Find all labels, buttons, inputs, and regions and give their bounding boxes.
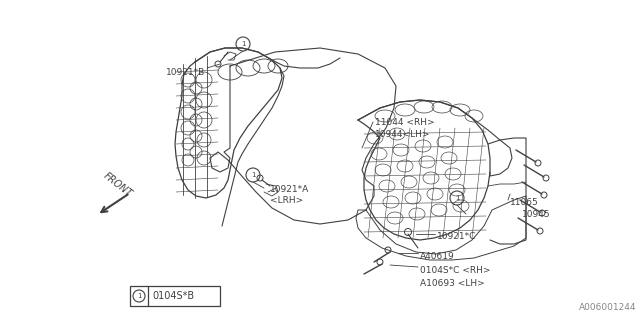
Text: FRONT: FRONT bbox=[102, 171, 134, 199]
Text: A006001244: A006001244 bbox=[579, 303, 636, 312]
Text: 10944<LH>: 10944<LH> bbox=[375, 130, 431, 139]
Text: 10945: 10945 bbox=[522, 210, 550, 219]
Text: 11065: 11065 bbox=[510, 198, 539, 207]
Text: 10921*A: 10921*A bbox=[270, 185, 309, 194]
Bar bbox=[130, 286, 220, 306]
Text: <LRH>: <LRH> bbox=[270, 196, 303, 205]
Text: 0104S*B: 0104S*B bbox=[152, 291, 194, 301]
Text: A10693 <LH>: A10693 <LH> bbox=[420, 279, 484, 288]
Text: A40619: A40619 bbox=[420, 252, 455, 261]
Text: 1: 1 bbox=[241, 41, 245, 47]
Text: 11044 <RH>: 11044 <RH> bbox=[375, 118, 435, 127]
Text: 10921*C: 10921*C bbox=[437, 232, 476, 241]
Text: 1: 1 bbox=[251, 172, 255, 178]
Text: 1: 1 bbox=[137, 293, 141, 299]
Text: 1: 1 bbox=[455, 195, 460, 201]
Text: 10921*B: 10921*B bbox=[166, 68, 205, 77]
Text: 0104S*C <RH>: 0104S*C <RH> bbox=[420, 266, 490, 275]
